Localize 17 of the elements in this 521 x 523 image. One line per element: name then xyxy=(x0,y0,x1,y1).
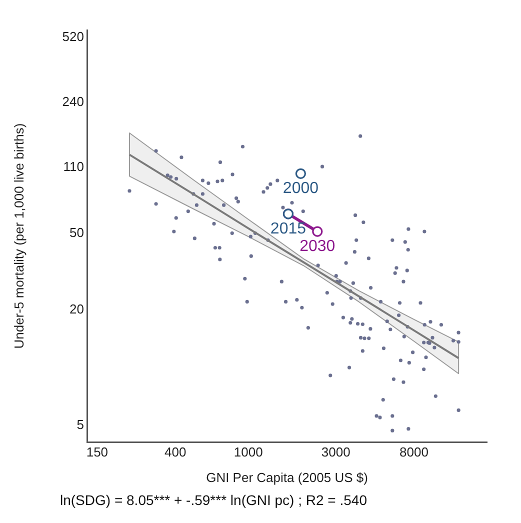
y-tick-label: 240 xyxy=(62,94,84,109)
text: ln(SDG) = 8.05*** + -.59*** ln(GNI pc) ; R2 = .540 xyxy=(60,492,367,508)
y-tick-label: 50 xyxy=(70,224,84,240)
x-tick-label: 8000 xyxy=(400,444,428,460)
y-axis-title: Under-5 mortality (per 1,000 live births) xyxy=(11,123,26,349)
y-tick-label: 520 xyxy=(62,29,84,44)
x-axis-title: GNI Per Capita (2005 US $) xyxy=(206,470,368,485)
x-tick-label: 150 xyxy=(86,444,108,460)
x-tick-label: 400 xyxy=(164,444,186,460)
y-tick-label: 20 xyxy=(70,301,84,316)
annotation: 2015 xyxy=(270,220,306,238)
x-tick-label: 3000 xyxy=(321,444,350,460)
y-tick-label: 5 xyxy=(76,417,84,432)
annotation: 2000 xyxy=(282,180,319,198)
y-tick-label: 110 xyxy=(63,158,84,174)
x-tick-label: 1000 xyxy=(234,444,263,460)
annotation: 2030 xyxy=(300,238,336,255)
